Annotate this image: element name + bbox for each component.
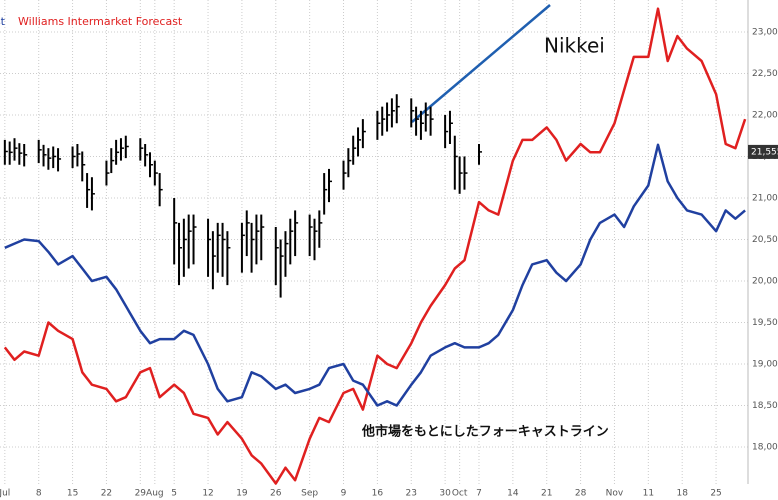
x-tick-label: 9 — [341, 489, 347, 499]
x-tick-label: 8 — [36, 489, 42, 499]
annotation-arrow — [411, 4, 551, 123]
legend-entry: st — [0, 15, 6, 28]
y-tick-label: 22,000 — [752, 110, 778, 120]
x-tick-label: 23 — [406, 489, 417, 499]
x-tick-label: 14 — [507, 489, 519, 499]
x-tick-label: 25 — [710, 489, 721, 499]
x-tick-label: 18 — [676, 489, 688, 499]
y-tick-label: 19,000 — [752, 359, 778, 369]
x-tick-label: 5 — [171, 489, 177, 499]
x-tick-label: 19 — [236, 489, 248, 499]
y-tick-label: 20,500 — [752, 235, 778, 245]
series-label: Nikkei — [544, 34, 605, 58]
x-tick-label: 26 — [270, 489, 282, 499]
x-tick-label: 12 — [202, 489, 213, 499]
series-line — [4, 143, 746, 407]
y-tick-label: 18,500 — [752, 401, 778, 411]
x-tick-label: Aug — [146, 489, 164, 499]
x-tick-label: 29 — [135, 489, 147, 499]
x-tick-label: Sep — [301, 489, 318, 499]
legend-entry: Williams Intermarket Forecast — [18, 15, 183, 28]
x-tick-label: 22 — [101, 489, 112, 499]
x-tick-label: Jul — [0, 489, 10, 499]
y-tick-label: 20,000 — [752, 276, 778, 286]
x-tick-label: Oct — [452, 489, 468, 499]
y-tick-label: 21,000 — [752, 193, 778, 203]
x-tick-label: 15 — [67, 489, 78, 499]
x-tick-label: 16 — [372, 489, 384, 499]
x-tick-label: 7 — [476, 489, 482, 499]
last-price-box — [748, 144, 778, 159]
x-tick-label: 11 — [643, 489, 654, 499]
x-tick-label: 21 — [541, 489, 552, 499]
x-tick-label: Nov — [606, 489, 624, 499]
y-tick-label: 18,000 — [752, 442, 778, 452]
y-tick-label: 19,500 — [752, 318, 778, 328]
x-tick-label: 30 — [439, 489, 451, 499]
last-price-label: 21,555 — [751, 147, 778, 157]
annotation: 他市場をもとにしたフォーキャストライン — [361, 424, 609, 440]
y-tick-label: 22,500 — [752, 69, 778, 79]
x-tick-label: 28 — [575, 489, 587, 499]
y-tick-label: 23,000 — [752, 27, 778, 37]
series-line — [3, 7, 747, 485]
